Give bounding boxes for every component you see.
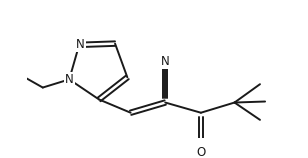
Text: N: N [65, 73, 74, 86]
Text: N: N [161, 55, 170, 68]
Text: O: O [196, 146, 205, 158]
Text: N: N [76, 38, 85, 51]
